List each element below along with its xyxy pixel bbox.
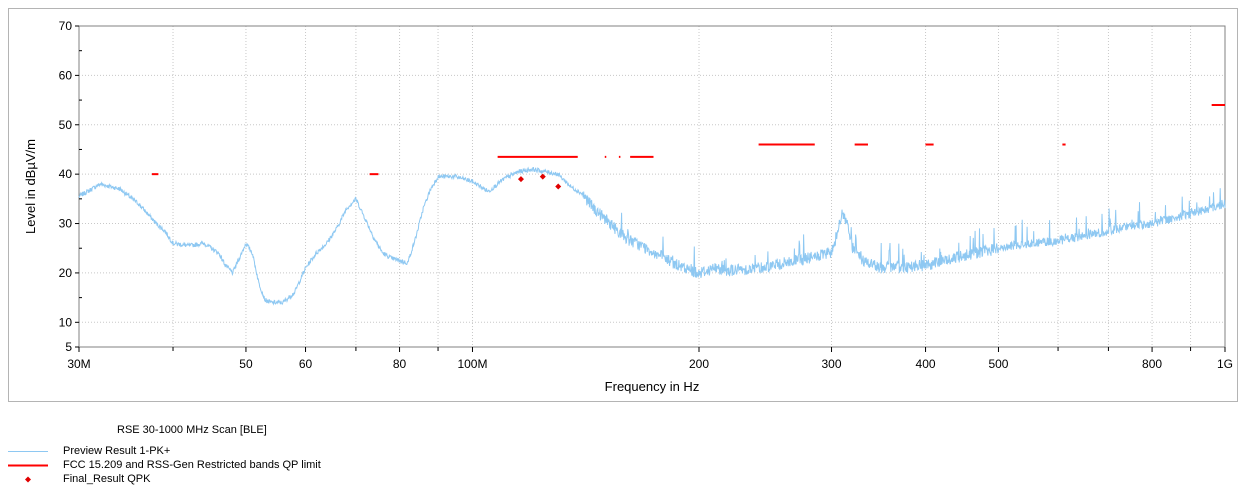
x-tick-label: 1G	[1217, 357, 1233, 371]
y-tick-label: 10	[59, 315, 73, 329]
final-result-marker	[517, 176, 524, 183]
y-tick-label: 60	[59, 68, 73, 82]
y-tick-label: 40	[59, 167, 73, 181]
x-tick-label: 50	[239, 357, 253, 371]
y-tick-label: 30	[59, 217, 73, 231]
chart: 5 10 20 30 40 50 60 70 30M 50 60 80 100M 200 300 400 500…	[23, 19, 1233, 394]
legend-label-limit: FCC 15.209 and RSS-Gen Restricted bands …	[63, 459, 321, 471]
x-tick-label: 300	[822, 357, 842, 371]
legend: RSE 30-1000 MHz Scan [BLE] Preview Resul…	[0, 418, 700, 493]
final-result-marker	[555, 183, 562, 190]
grid	[79, 25, 1225, 347]
x-tick-label: 400	[916, 357, 936, 371]
axes: 5 10 20 30 40 50 60 70 30M 50 60 80 100M 200 300 400 500…	[59, 19, 1233, 371]
y-tick-label: 70	[59, 19, 73, 33]
x-tick-label: 800	[1142, 357, 1162, 371]
x-tick-label: 30M	[67, 357, 90, 371]
legend-item-limit: FCC 15.209 and RSS-Gen Restricted bands …	[0, 459, 600, 472]
y-tick-label: 5	[65, 340, 72, 354]
y-axis-title: Level in dBµV/m	[23, 139, 38, 234]
x-axis-title: Frequency in Hz	[605, 379, 700, 394]
legend-swatch-final-marker	[25, 476, 31, 483]
y-tick-label: 50	[59, 118, 73, 132]
x-tick-label: 500	[988, 357, 1008, 371]
x-tick-label: 200	[689, 357, 709, 371]
legend-swatch-limit-line	[8, 464, 48, 467]
x-tick-label: 60	[299, 357, 313, 371]
chart-frame: 5 10 20 30 40 50 60 70 30M 50 60 80 100M 200 300 400 500…	[8, 8, 1238, 402]
final-result-marker	[539, 173, 546, 180]
plot-series	[78, 104, 1226, 306]
legend-swatch-preview-line	[8, 451, 48, 452]
series-preview-result-line	[78, 166, 1226, 306]
legend-title: RSE 30-1000 MHz Scan [BLE]	[117, 424, 267, 436]
x-tick-label: 100M	[457, 357, 487, 371]
legend-item-final: Final_Result QPK	[0, 473, 600, 486]
y-tick-label: 20	[59, 266, 73, 280]
legend-label-preview: Preview Result 1-PK+	[63, 445, 171, 457]
x-tick-label: 80	[393, 357, 407, 371]
legend-item-preview: Preview Result 1-PK+	[0, 445, 600, 458]
legend-label-final: Final_Result QPK	[63, 473, 151, 485]
plot-area-border	[78, 25, 1226, 348]
